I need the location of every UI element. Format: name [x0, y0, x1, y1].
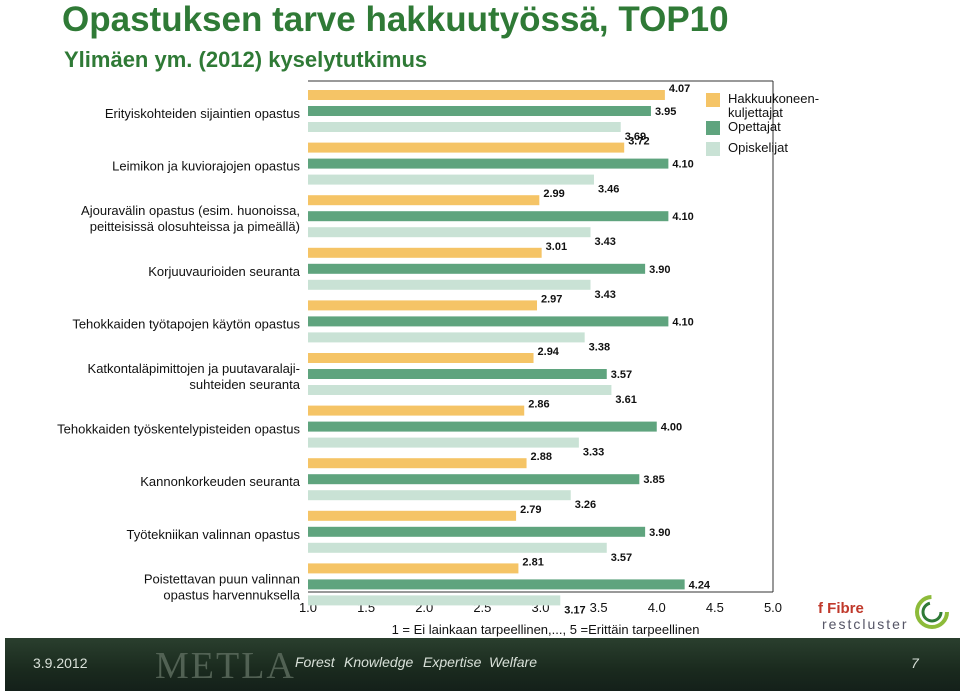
legend-swatch — [706, 142, 720, 156]
page-number: 7 — [911, 655, 919, 671]
bar — [308, 316, 669, 327]
data-label: 3.46 — [598, 184, 619, 196]
data-label: 4.10 — [672, 159, 693, 171]
bar — [308, 300, 538, 311]
bar — [308, 579, 685, 590]
bar — [308, 437, 579, 448]
category-label: Työtekniikan valinnan opastus — [127, 527, 301, 542]
category-label: Ajouravälin opastus (esim. huonoissa, pei… — [81, 203, 300, 234]
category-label: Leimikon ja kuviorajojen opastus — [112, 159, 300, 174]
x-tick-label: 5.0 — [764, 600, 782, 615]
data-label: 4.10 — [672, 316, 693, 328]
metla-logo: METLA — [155, 645, 296, 687]
data-label: 2.81 — [522, 556, 543, 568]
data-label: 3.43 — [594, 289, 615, 301]
data-label: 3.57 — [611, 552, 632, 564]
bar — [308, 279, 591, 290]
cluster-logo-text: restcluster — [822, 616, 909, 632]
bar — [308, 353, 534, 363]
data-label: 2.86 — [528, 399, 549, 411]
data-label: 2.94 — [538, 346, 560, 358]
page-subtitle: Ylimäen ym. (2012) kyselytutkimus — [64, 47, 428, 72]
bar — [308, 227, 591, 238]
x-tick-label: 4.0 — [648, 600, 666, 615]
footer-tag-expertise: Expertise — [423, 654, 482, 670]
data-label: 2.99 — [543, 188, 564, 200]
data-label: 3.17 — [564, 604, 585, 616]
bar — [308, 369, 607, 379]
legend-label: Opettajat — [728, 119, 781, 134]
data-label: 3.38 — [589, 341, 610, 353]
bar-chart: 1.0 1.5 2.0 2.5 3.0 3.5 4.0 4.5 5.01 = Ei lainka… — [57, 80, 819, 637]
category-label: Kannonkorkeuden seuranta — [140, 474, 301, 489]
bar — [308, 595, 561, 606]
bar — [308, 211, 669, 222]
data-label: 4.07 — [669, 83, 690, 95]
bar — [308, 385, 612, 395]
footer-date: 3.9.2012 — [33, 655, 88, 671]
bar — [308, 332, 585, 343]
x-axis-label: 1 = Ei lainkaan tarpeellinen,..., 5 =Eri… — [392, 622, 700, 637]
bar — [308, 90, 665, 100]
bar — [308, 490, 571, 501]
bar — [308, 421, 657, 432]
bar — [308, 122, 621, 132]
data-label: 4.24 — [689, 579, 711, 591]
data-label: 3.61 — [615, 394, 636, 406]
data-label: 3.90 — [649, 527, 670, 539]
bar — [308, 195, 540, 206]
bar — [308, 510, 517, 521]
data-label: 2.79 — [520, 504, 541, 516]
data-label: 3.43 — [594, 236, 615, 248]
bar — [308, 474, 640, 485]
legend-swatch — [706, 93, 720, 107]
footer-tag-knowledge: Knowledge — [344, 654, 414, 670]
data-label: 4.00 — [661, 422, 682, 434]
bar — [308, 247, 542, 258]
data-label: 2.97 — [541, 293, 562, 305]
data-label: 3.33 — [583, 447, 604, 459]
category-label: Korjuuvaurioiden seuranta — [148, 264, 301, 279]
legend-label: Hakkuukoneen-kuljettajat — [728, 91, 819, 120]
category-label: Katkontaläpimittojen ja puutavaralaji-su… — [88, 361, 301, 392]
category-label: Tehokkaiden työskentelypisteiden opastus — [57, 422, 300, 437]
data-label: 3.01 — [546, 241, 567, 253]
x-tick-label: 3.5 — [590, 600, 608, 615]
data-label: 3.90 — [649, 264, 670, 276]
bar — [308, 458, 527, 469]
bar — [308, 526, 646, 537]
x-tick-label: 4.5 — [706, 600, 724, 615]
bar — [308, 142, 625, 153]
category-label: Erityiskohteiden sijaintien opastus — [105, 106, 301, 121]
data-label: 3.85 — [643, 474, 664, 486]
bar — [308, 158, 669, 169]
footer-tag-welfare: Welfare — [489, 654, 537, 670]
bar — [308, 106, 651, 116]
legend-label: Opiskelijat — [728, 140, 788, 155]
fibre-logo-text: f Fibre — [818, 600, 864, 617]
data-label: 3.72 — [628, 136, 649, 148]
footer-bar: 3.9.2012 METLA Forest Knowledge Expertis… — [5, 638, 960, 691]
data-label: 3.95 — [655, 106, 676, 118]
bar — [308, 263, 646, 274]
legend-swatch — [706, 121, 720, 135]
data-label: 3.26 — [575, 499, 596, 511]
bar — [308, 563, 519, 574]
data-label: 4.10 — [672, 211, 693, 223]
bar — [308, 174, 594, 185]
cluster-ring-icon — [915, 595, 949, 629]
bar — [308, 542, 607, 553]
bar — [308, 405, 525, 416]
footer-tag-forest: Forest — [295, 654, 335, 670]
category-label: Poistettavan puun valinnan opastus harven… — [144, 571, 301, 602]
category-label: Tehokkaiden työtapojen käytön opastus — [72, 316, 300, 331]
data-label: 3.69 — [625, 131, 646, 143]
data-label: 2.88 — [531, 451, 552, 463]
page-title: Opastuksen tarve hakkuutyössä, TOP10 — [62, 0, 729, 39]
data-label: 3.57 — [611, 369, 632, 381]
